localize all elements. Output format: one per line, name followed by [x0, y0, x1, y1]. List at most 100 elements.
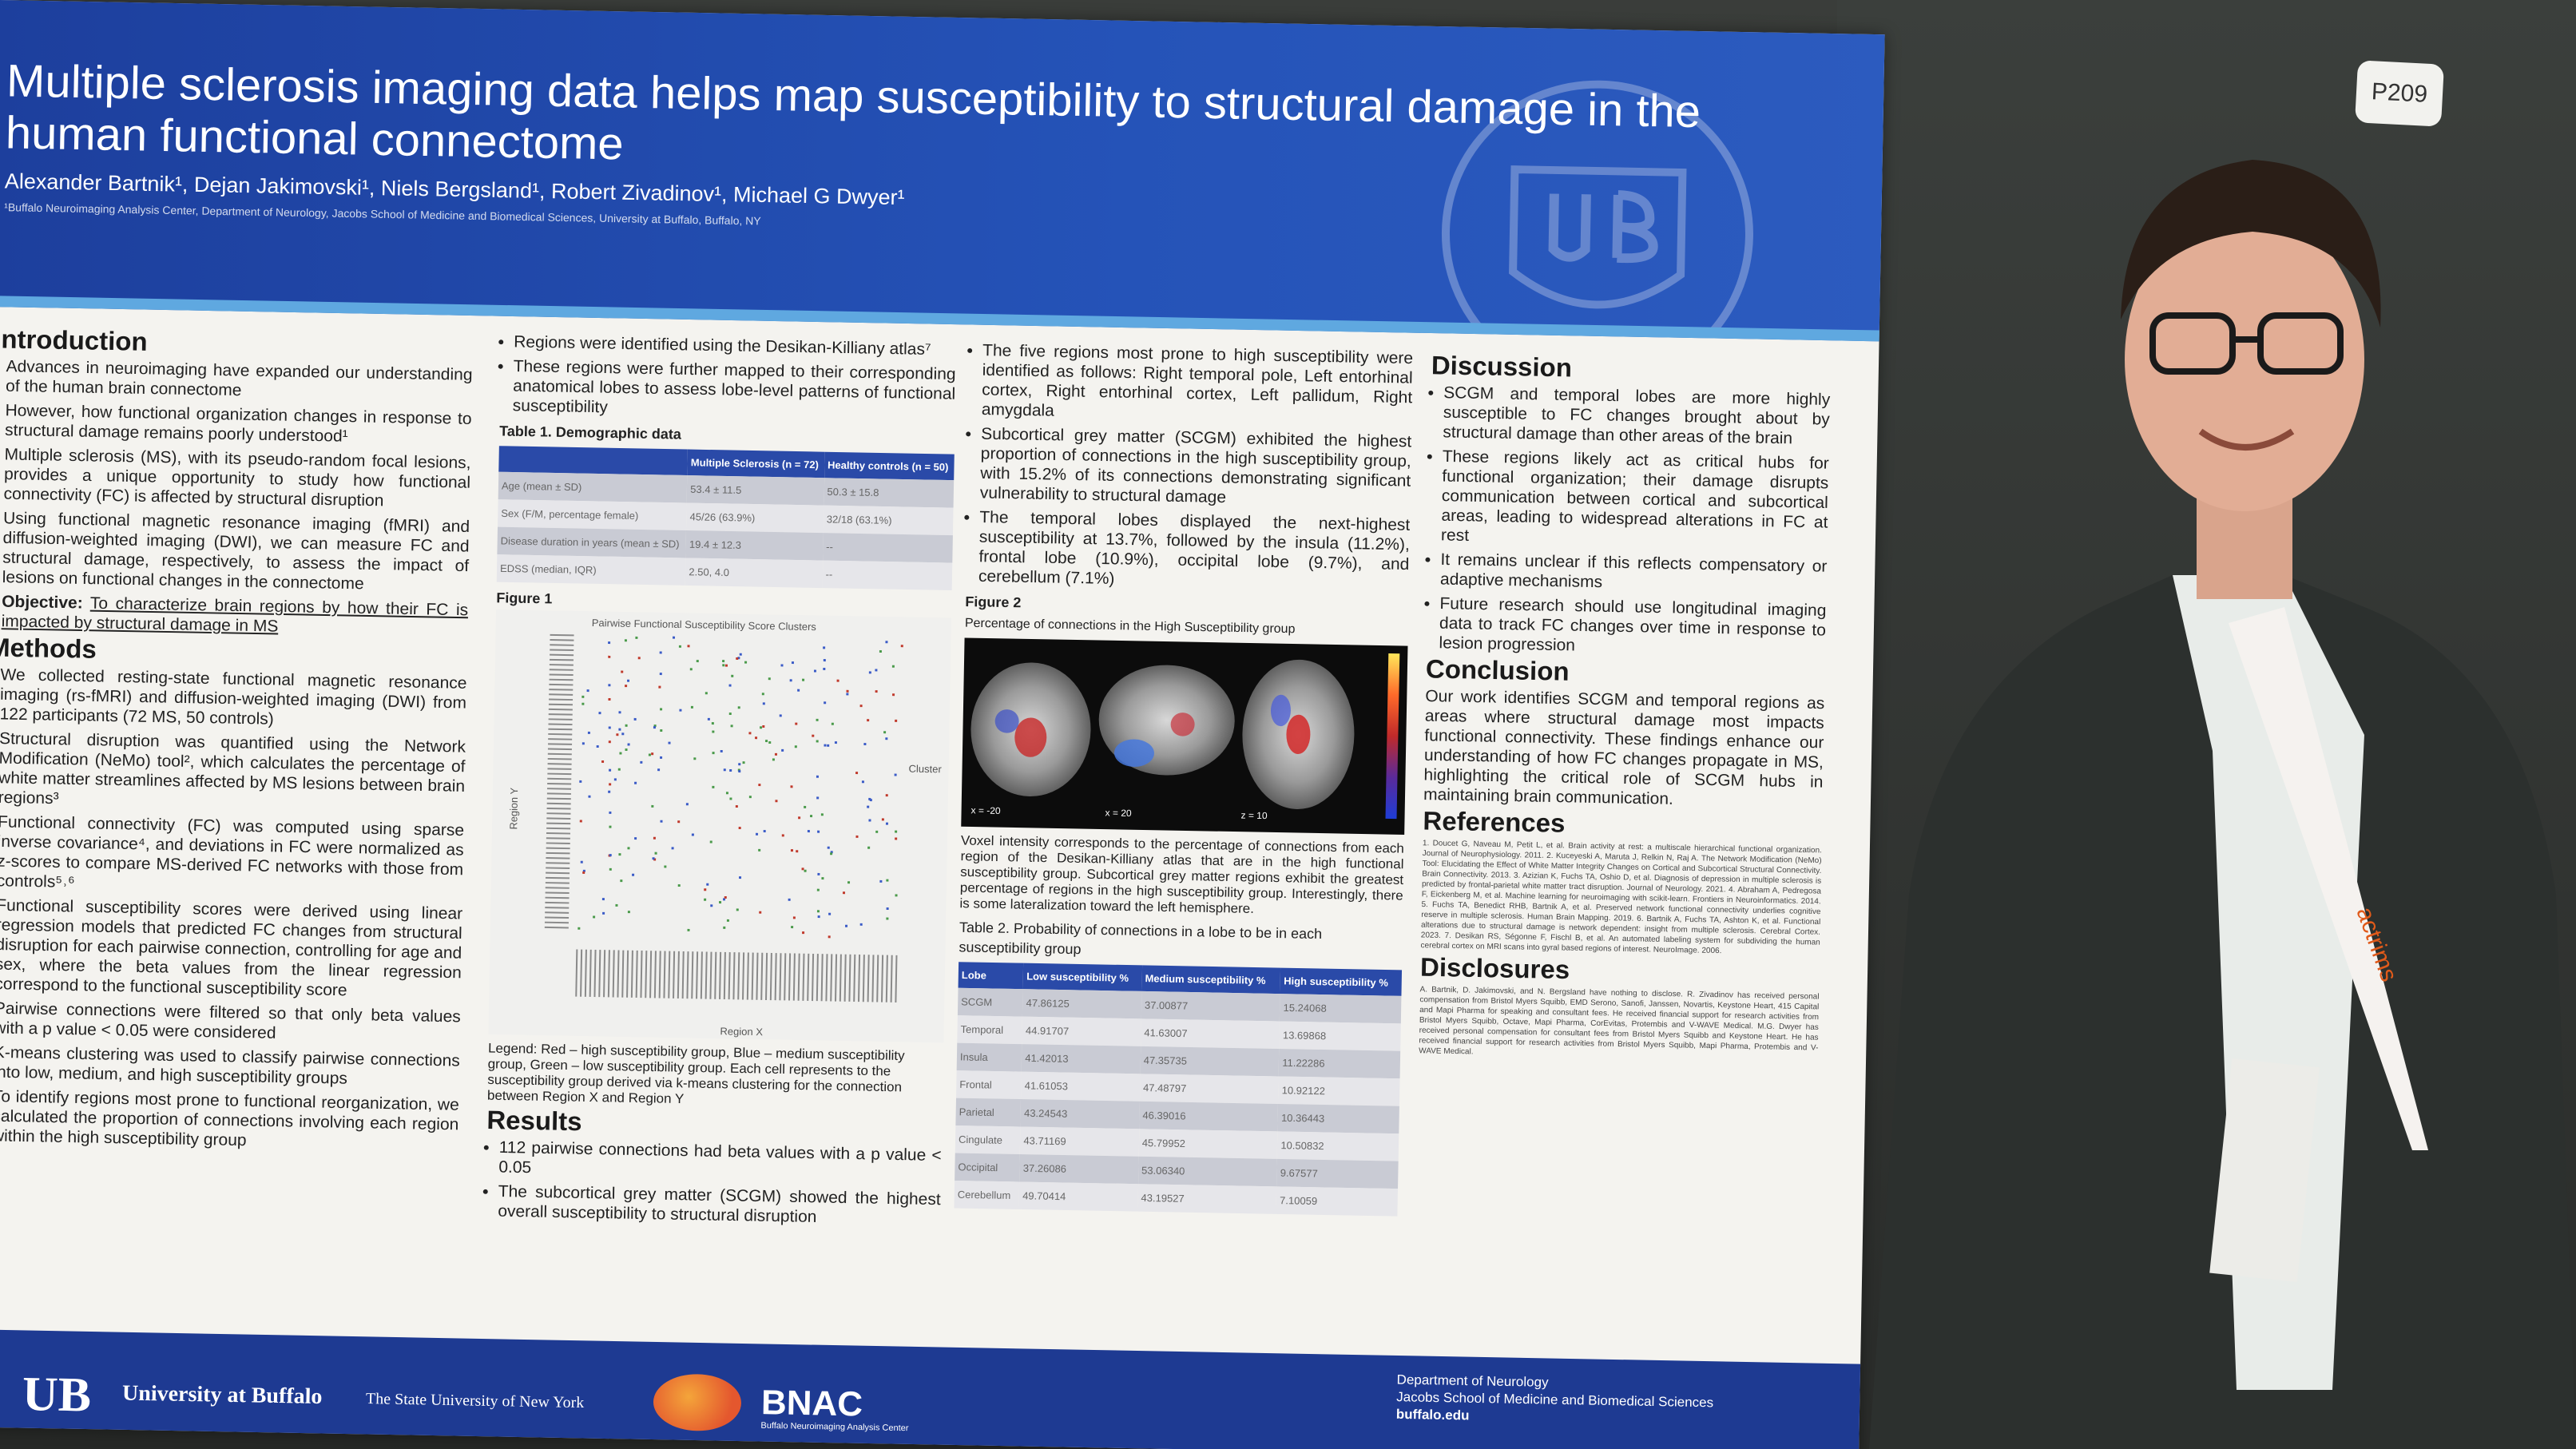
list-item: Multiple sclerosis (MS), with its pseudo…: [3, 445, 470, 513]
column-tick-label: [709, 951, 712, 999]
table1-caption: Table 1. Demographic data: [499, 423, 682, 443]
matrix-cell: [847, 881, 851, 884]
matrix-cell: [765, 740, 768, 743]
matrix-cell: [625, 748, 628, 752]
column-tick-label: [705, 951, 708, 999]
row-tick-label: [546, 832, 571, 835]
row-tick-label: [545, 896, 570, 899]
bnac-brain-icon: [653, 1373, 742, 1432]
row-tick-label: [546, 862, 570, 864]
matrix-cell: [823, 667, 826, 670]
matrix-cell: [633, 717, 637, 721]
matrix-cell: [729, 768, 732, 772]
matrix-cell: [790, 849, 793, 852]
university-name: University at Buffalo: [121, 1380, 323, 1409]
row-tick-label: [547, 782, 572, 785]
figure1-cluster-matrix: Pairwise Functional Susceptibility Score…: [488, 609, 952, 1043]
row-tick-label: [547, 772, 572, 776]
row-tick-label: [547, 748, 572, 751]
lobe-susceptibility-table: Lobe Low susceptibility % Medium suscept…: [954, 962, 1403, 1217]
table-cell: 47.35735: [1140, 1046, 1280, 1077]
disclosures-text: A. Bartnik, D. Jakimovski, and N. Bergsl…: [1419, 985, 1820, 1057]
matrix-cell: [863, 743, 867, 746]
methods-heading: Methods: [0, 632, 97, 664]
column-tick-label: [626, 950, 629, 998]
matrix-cell: [660, 756, 663, 759]
slice-label: x = -20: [970, 804, 1001, 816]
column-tick-label: [830, 954, 833, 1002]
matrix-cell: [762, 724, 765, 728]
disclosures-heading: Disclosures: [1419, 952, 1570, 985]
table-cell: SCGM: [957, 987, 1023, 1017]
column-tick-label: [853, 954, 856, 1002]
list-item: It remains unclear if this reflects comp…: [1440, 550, 1828, 596]
matrix-cell: [779, 714, 782, 717]
matrix-cell: [763, 830, 766, 833]
high-susceptibility-spot: [1285, 714, 1311, 755]
brain-slice-axial: [1240, 658, 1356, 811]
matrix-cell: [816, 740, 819, 743]
column-tick-label: [598, 950, 601, 998]
matrix-cell: [579, 780, 582, 783]
matrix-cell: [895, 837, 898, 840]
results-list: 112 pairwise connections had beta values…: [485, 1137, 942, 1229]
row-tick-label: [546, 792, 571, 795]
table-cell: 37.00877: [1141, 990, 1280, 1022]
matrix-cell: [845, 924, 848, 927]
table-cell: 10.36443: [1277, 1103, 1399, 1134]
table-cell: 49.70414: [1018, 1181, 1138, 1212]
table-header: Low susceptibility %: [1022, 963, 1142, 991]
poster-column-3: The five regions most prone to high susc…: [954, 340, 1413, 1221]
column-tick-label: [723, 951, 726, 1000]
matrix-cell: [657, 768, 661, 772]
matrix-cell: [617, 768, 621, 771]
column-tick-label: [820, 954, 824, 1002]
row-tick-label: [549, 664, 574, 666]
results-continued-list: The five regions most prone to high susc…: [966, 340, 1414, 593]
table-cell: 15.24068: [1280, 994, 1402, 1024]
matrix-cell: [651, 752, 654, 756]
brain-slice-sagittal-left: [969, 661, 1093, 798]
matrix-cell: [689, 668, 693, 671]
matrix-cell: [775, 800, 778, 803]
row-tick-label: [548, 738, 573, 740]
matrix-cell: [712, 785, 715, 788]
matrix-cell: [868, 819, 871, 822]
table-cell: Temporal: [957, 1015, 1023, 1045]
list-item: The five regions most prone to high susc…: [982, 340, 1414, 427]
matrix-cell: [679, 709, 682, 712]
matrix-cell: [900, 645, 903, 648]
row-tick-label: [550, 649, 574, 651]
presenter-figure: actrims: [1869, 160, 2576, 1449]
face: [2125, 208, 2364, 511]
table-cell: 37.26086: [1019, 1154, 1139, 1185]
matrix-cell: [660, 820, 663, 823]
row-tick-label: [548, 723, 573, 726]
matrix-cell: [659, 673, 662, 676]
matrix-cell: [705, 692, 708, 695]
row-tick-label: [545, 891, 570, 895]
matrix-cell: [795, 722, 798, 725]
matrix-cell: [608, 726, 611, 729]
row-tick-label: [549, 689, 574, 691]
row-tick-label: [546, 808, 571, 810]
row-tick-label: [546, 842, 570, 844]
matrix-cell: [687, 928, 690, 931]
column-tick-label: [589, 949, 592, 997]
row-tick-label: [546, 812, 571, 815]
table-header: Healthy controls (n = 50): [824, 451, 955, 481]
matrix-cell: [579, 820, 582, 823]
list-item: Functional connectivity (FC) was compute…: [0, 812, 464, 899]
matrix-cell: [602, 911, 605, 915]
list-item: The temporal lobes displayed the next-hi…: [978, 507, 1411, 593]
ub-logo: UB: [22, 1367, 92, 1423]
matrix-cell: [637, 657, 641, 660]
matrix-cell: [593, 915, 596, 919]
row-tick-label: [548, 743, 573, 745]
table-cell: 53.06340: [1137, 1156, 1278, 1187]
row-tick-label: [547, 788, 572, 790]
matrix-cell: [886, 917, 889, 920]
matrix-cell: [581, 695, 585, 698]
conclusion-heading: Conclusion: [1425, 653, 1570, 686]
matrix-cell: [601, 760, 605, 763]
